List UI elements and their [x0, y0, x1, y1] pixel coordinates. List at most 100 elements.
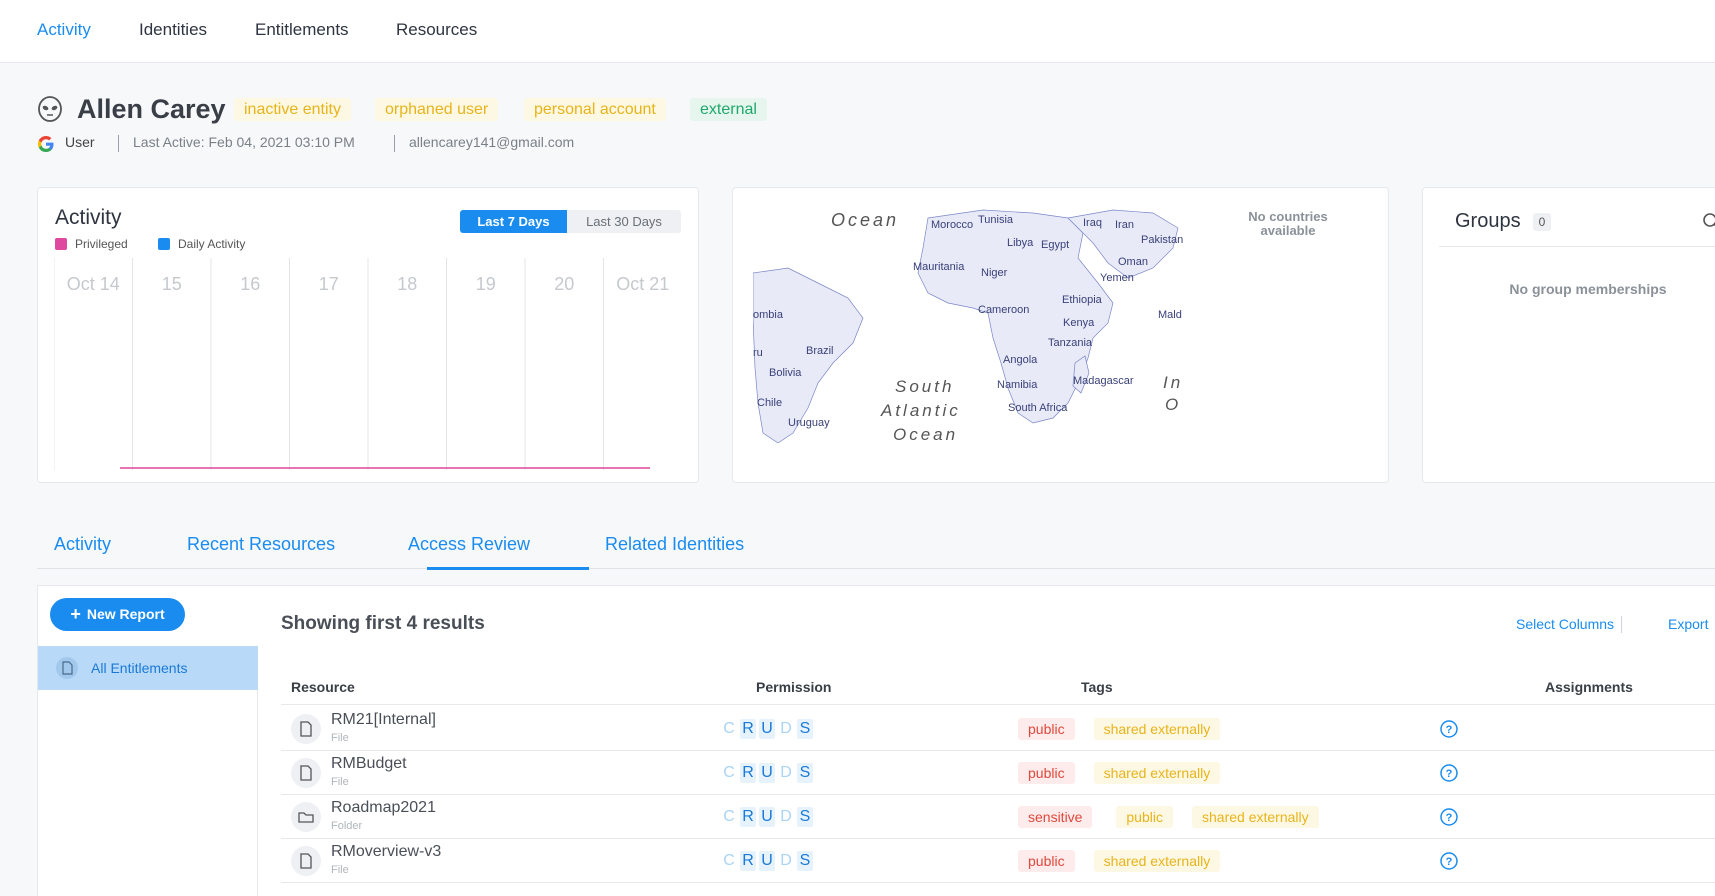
file-icon: [291, 758, 321, 788]
legend-swatch: [55, 238, 67, 250]
svg-text:ru: ru: [753, 347, 763, 359]
chart-tick-label: 15: [162, 274, 182, 294]
resource-tag: public: [1018, 762, 1075, 784]
help-circle-icon[interactable]: ?: [1439, 763, 1459, 783]
top-nav: Activity Identities Entitlements Resourc…: [0, 0, 1715, 63]
tab-activity[interactable]: Activity: [54, 534, 112, 554]
search-icon[interactable]: [1701, 211, 1715, 231]
column-header-resource[interactable]: Resource: [291, 679, 355, 695]
resource-tag: sensitive: [1018, 806, 1093, 828]
svg-text:Libya: Libya: [1007, 237, 1034, 249]
column-header-assignments[interactable]: Assignments: [1545, 679, 1633, 695]
nav-entitlements[interactable]: Entitlements: [255, 20, 349, 39]
svg-text:Iraq: Iraq: [1083, 217, 1102, 229]
permission-u: U: [759, 851, 775, 871]
svg-text:Mauritania: Mauritania: [913, 261, 965, 273]
groups-count-badge: 0: [1533, 213, 1551, 231]
svg-text:Tanzania: Tanzania: [1048, 337, 1093, 349]
chart-tick-label: 16: [240, 274, 260, 294]
legend-privileged: Privileged: [55, 237, 128, 251]
legend-label: Daily Activity: [178, 237, 246, 251]
divider: [394, 135, 395, 152]
tag-external: external: [690, 98, 767, 121]
google-icon: [37, 135, 54, 153]
plus-icon: +: [70, 604, 81, 624]
help-circle-icon[interactable]: ?: [1439, 807, 1459, 827]
resource-tag: public: [1018, 850, 1075, 872]
access-review-panel: + New Report All Entitlements Showing fir…: [37, 585, 1715, 896]
legend-daily-activity: Daily Activity: [158, 237, 245, 251]
svg-text:Atlantic: Atlantic: [880, 401, 961, 420]
column-header-tags[interactable]: Tags: [1081, 679, 1113, 695]
permission-s: S: [797, 763, 813, 783]
chart-tick-label: Oct 14: [67, 274, 120, 294]
last-active: Last Active: Feb 04, 2021 03:10 PM: [133, 134, 355, 150]
divider: [1439, 246, 1715, 247]
permission-r: R: [740, 763, 756, 783]
svg-text:Bolivia: Bolivia: [769, 367, 802, 379]
export-link[interactable]: Export: [1668, 616, 1709, 632]
tab-access-review[interactable]: Access Review: [408, 534, 531, 554]
svg-text:Morocco: Morocco: [931, 219, 973, 231]
permission-s: S: [797, 807, 813, 827]
tab-related-identities[interactable]: Related Identities: [605, 534, 745, 554]
permission-s: S: [797, 851, 813, 871]
nav-resources[interactable]: Resources: [396, 20, 478, 39]
chart-tick-label: Oct 21: [616, 274, 669, 294]
svg-text:Ocean: Ocean: [831, 210, 899, 230]
resource-name[interactable]: RMoverview-v3: [331, 843, 442, 860]
alien-icon: [38, 96, 62, 122]
report-sidebar: All Entitlements: [38, 646, 258, 896]
world-map[interactable]: Ocean Morocco Tunisia Iraq Iran Pakistan…: [733, 188, 1389, 483]
resource-name[interactable]: RM21[Internal]: [331, 711, 436, 728]
svg-text:Brazil: Brazil: [806, 345, 834, 357]
svg-text:South Africa: South Africa: [1008, 402, 1068, 414]
chart-tick-label: 19: [476, 274, 496, 294]
tag-personal-account: personal account: [524, 98, 666, 121]
sidebar-item-all-entitlements[interactable]: All Entitlements: [38, 646, 258, 690]
document-icon: [56, 657, 78, 679]
map-middle-east: [1067, 209, 1179, 279]
identity-name: Allen Carey: [77, 94, 226, 124]
resource-type: Folder: [331, 820, 363, 832]
range-last-7-days-button[interactable]: Last 7 Days: [460, 210, 567, 233]
tab-recent-resources[interactable]: Recent Resources: [187, 534, 336, 554]
nav-activity[interactable]: Activity: [37, 20, 91, 39]
chart-tick-label: 20: [554, 274, 574, 294]
detail-tabs: Activity Recent Resources Access Review …: [37, 512, 1715, 570]
permission-c: C: [723, 852, 735, 869]
resource-type: File: [331, 732, 349, 744]
permission-d: D: [780, 720, 792, 737]
map-empty-text: No countries available: [1248, 209, 1328, 238]
identity-email[interactable]: allencarey141@gmail.com: [409, 134, 575, 150]
svg-text:Egypt: Egypt: [1041, 239, 1069, 251]
file-icon: [291, 846, 321, 876]
new-report-button[interactable]: + New Report: [50, 598, 185, 631]
svg-text:Cameroon: Cameroon: [978, 304, 1029, 316]
resource-tag: public: [1018, 718, 1075, 740]
svg-text:Mald: Mald: [1158, 309, 1182, 321]
select-columns-link[interactable]: Select Columns: [1516, 616, 1615, 632]
permission-d: D: [780, 808, 792, 825]
range-last-30-days-button[interactable]: Last 30 Days: [567, 210, 681, 233]
file-icon: [291, 714, 321, 744]
permission-r: R: [740, 851, 756, 871]
help-circle-icon[interactable]: ?: [1439, 719, 1459, 739]
map-madagascar: [1072, 355, 1090, 394]
help-circle-icon[interactable]: ?: [1439, 851, 1459, 871]
svg-text:Niger: Niger: [981, 267, 1008, 279]
resource-name[interactable]: RMBudget: [331, 755, 407, 772]
map-labels: Ocean Morocco Tunisia Iraq Iran Pakistan…: [753, 210, 1183, 444]
map-card: Ocean Morocco Tunisia Iraq Iran Pakistan…: [732, 187, 1389, 483]
resource-tag: shared externally: [1093, 762, 1221, 784]
svg-text:Ocean: Ocean: [893, 425, 958, 444]
column-header-permission[interactable]: Permission: [756, 679, 832, 695]
nav-identities[interactable]: Identities: [139, 20, 208, 39]
svg-text:?: ?: [1446, 768, 1453, 780]
resource-name[interactable]: Roadmap2021: [331, 799, 436, 816]
permission-c: C: [723, 720, 735, 737]
